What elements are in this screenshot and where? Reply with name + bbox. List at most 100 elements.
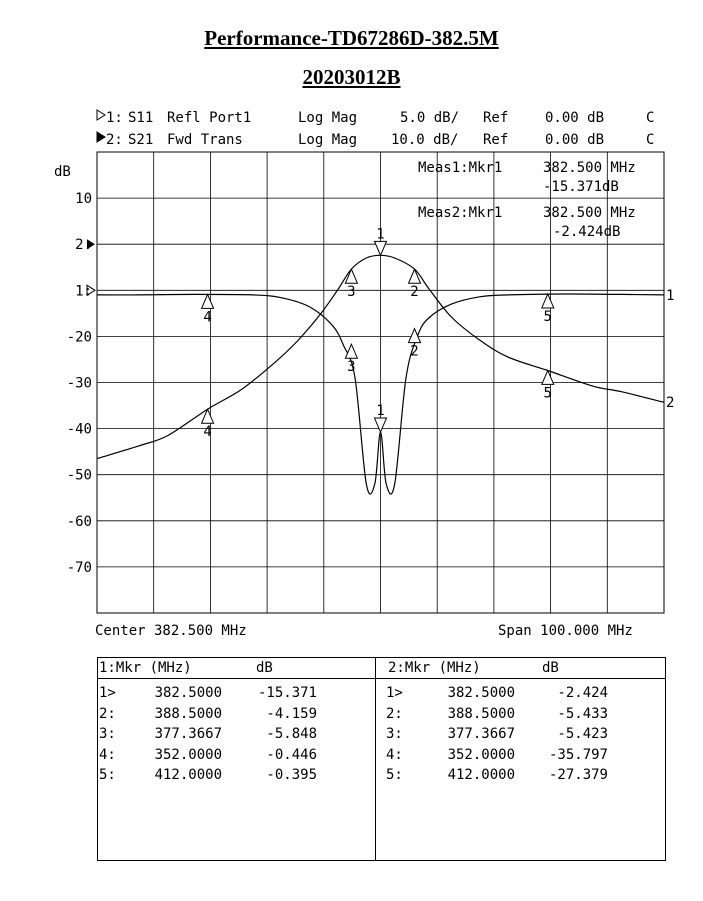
marker-row-freq: 388.5000 (154, 705, 222, 722)
y-tick-label: 1: (75, 283, 92, 299)
marker-row-freq: 382.5000 (154, 685, 222, 701)
trace2-triangle-icon (96, 131, 106, 143)
trace1-flag: C (646, 110, 654, 126)
marker-row-value: -0.446 (266, 746, 317, 763)
marker-label: 4 (203, 309, 211, 325)
trace2-flag: C (646, 132, 654, 148)
marker-row-freq: 382.5000 (447, 685, 515, 701)
marker-row-value: -0.395 (266, 767, 317, 783)
trace1-end-label: 1 (666, 288, 674, 304)
y-tick-label: -50 (67, 468, 92, 484)
marker-row-id: 3: (99, 726, 116, 742)
marker-label: 5 (544, 309, 552, 325)
marker-row-freq: 352.0000 (154, 746, 222, 763)
page-subtitle: 20203012B (302, 65, 401, 89)
ref-pointer-2-icon (87, 239, 95, 250)
marker-label: 1 (376, 403, 384, 419)
trace1-ref-value: 0.00 dB (545, 110, 604, 126)
marker-s11-4-icon (200, 293, 215, 309)
marker-s21-4-icon (200, 407, 215, 424)
marker-row-freq: 377.3667 (154, 726, 222, 742)
plot-grid (96, 151, 665, 614)
marker-label: 5 (544, 385, 552, 401)
trace1-param: S11 (128, 110, 153, 126)
y-tick-label: -30 (67, 376, 92, 392)
marker-row-value: -2.424 (557, 685, 608, 701)
y-axis-labels: 102:1:-20-30-40-50-60-70 (67, 191, 96, 576)
marker-row-id: 2: (99, 705, 116, 722)
marker-row-freq: 412.0000 (154, 767, 222, 783)
marker-table-left: 1:Mkr (MHz) dB 1> 382.5000 -15.371 2: 388.50… (98, 658, 376, 860)
page-title: Performance-TD67286D-382.5M (204, 26, 499, 50)
trace1-scale: 5.0 dB/ (400, 110, 459, 126)
trace2-end-label: 2 (666, 395, 674, 411)
y-tick-label: -40 (67, 422, 92, 438)
marker-table-right: 2:Mkr (MHz) dB 1> 382.5000 -2.424 2: 388.500… (376, 658, 665, 860)
marker-label: 2 (410, 284, 418, 300)
measurement-readout: Meas1:Mkr1 382.500 MHz -15.371dB Meas2:M… (418, 160, 636, 240)
marker-row-id: 4: (99, 746, 116, 763)
marker-row-id: 4: (386, 746, 403, 763)
marker-s11-1-icon (373, 417, 388, 434)
trace2-ref-value: 0.00 dB (545, 132, 604, 148)
trace2-scale: 10.0 dB/ (391, 132, 458, 148)
y-tick-label: -70 (67, 560, 92, 576)
network-analyzer-plot: 1: S11 Refl Port1 Log Mag 5.0 dB/ Ref 0.… (54, 109, 674, 639)
marker-s21-1-icon (373, 240, 388, 257)
marker-row-value: -5.848 (266, 726, 317, 742)
marker-row-value: -4.159 (266, 705, 317, 722)
center-frequency-label: Center 382.500 MHz (95, 623, 247, 639)
marker-row-value: -5.433 (557, 705, 608, 722)
marker-s21-3-icon (344, 267, 359, 284)
meas2-freq: 382.500 MHz (543, 205, 636, 221)
marker-s21-2-icon (407, 267, 422, 284)
trace1-format: Log Mag (298, 110, 357, 126)
marker-row-id: 3: (386, 726, 403, 742)
marker-table: 1:Mkr (MHz) dB 1> 382.5000 -15.371 2: 388.50… (97, 657, 666, 861)
meas2-label: Meas2:Mkr1 (418, 205, 502, 221)
marker-label: 3 (347, 284, 355, 300)
marker-row-id: 1> (386, 685, 403, 701)
marker-row-value: -27.379 (548, 767, 608, 783)
y-tick-label: -20 (67, 329, 92, 345)
marker-row-freq: 388.5000 (447, 705, 515, 722)
trace2-param: S21 (128, 132, 153, 148)
trace1-marker: 1: (106, 110, 123, 126)
marker-row-value: -5.423 (557, 726, 608, 742)
trace-s21 (96, 254, 665, 460)
y-tick-label: -60 (67, 514, 92, 530)
meas1-value: -15.371dB (543, 179, 619, 195)
marker-s11-2-icon (407, 327, 422, 344)
meas1-label: Meas1:Mkr1 (418, 160, 502, 176)
trace-header: 1: S11 Refl Port1 Log Mag 5.0 dB/ Ref 0.… (96, 109, 654, 148)
y-tick-label: 10 (75, 191, 92, 207)
left-header-unit: dB (256, 660, 273, 676)
span-label: Span 100.000 MHz (498, 623, 633, 639)
marker-row-id: 5: (386, 767, 403, 783)
marker-table-right-header: 2:Mkr (MHz) dB (376, 658, 665, 679)
marker-row-value: -15.371 (257, 685, 317, 701)
marker-row-freq: 377.3667 (447, 726, 515, 742)
marker-row-id: 2: (386, 705, 403, 722)
trace2-desc: Fwd Trans (167, 132, 243, 148)
marker-label: 1 (376, 226, 384, 242)
marker-table-left-header: 1:Mkr (MHz) dB (98, 658, 375, 679)
marker-s11-3-icon (344, 342, 359, 359)
trace2-format: Log Mag (298, 132, 357, 148)
trace1-ref: Ref (483, 110, 508, 126)
marker-row-id: 1> (99, 685, 116, 701)
trace1-triangle-icon (96, 109, 106, 121)
trace2-marker: 2: (106, 132, 123, 148)
left-header-mkr: 1:Mkr (MHz) (99, 660, 192, 676)
marker-s11-5-icon (541, 292, 555, 309)
ref-pointer-1-icon (86, 284, 96, 297)
trace1-desc: Refl Port1 (167, 110, 251, 126)
marker-row-id: 5: (99, 767, 116, 783)
right-header-mkr: 2:Mkr (MHz) (388, 660, 481, 676)
y-axis-unit: dB (54, 164, 71, 180)
marker-label: 3 (347, 359, 355, 375)
trace2-ref: Ref (483, 132, 508, 148)
marker-row-freq: 412.0000 (447, 767, 515, 783)
marker-row-value: -35.797 (548, 746, 608, 763)
marker-label: 2 (410, 344, 418, 360)
